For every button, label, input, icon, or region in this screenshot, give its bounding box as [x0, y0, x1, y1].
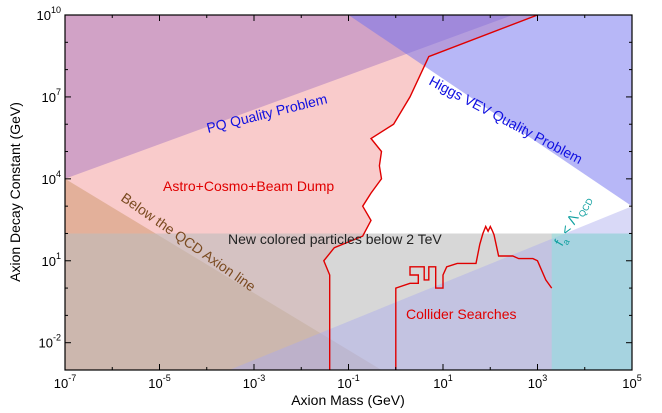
region-light-blue — [229, 206, 632, 370]
x-tick-label: 10-7 — [54, 373, 76, 391]
y-axis-title: Axion Decay Constant (GeV) — [7, 102, 23, 282]
region-pq — [65, 15, 513, 179]
regions-layer — [65, 15, 632, 370]
axes-layer: 10-7 10-5 10-3 10-1 101 103 105 10-2 101 104 107 10… — [37, 5, 642, 391]
region-higgs — [348, 15, 632, 207]
y-tick-label: 10-2 — [39, 333, 61, 351]
region-fa-lambda — [551, 233, 632, 370]
astro-boundary-line — [322, 15, 538, 370]
label-collider: Collider Searches — [406, 306, 517, 322]
x-tick-label: 105 — [622, 373, 641, 391]
x-tick-label: 103 — [528, 373, 547, 391]
y-tick-label: 104 — [42, 169, 61, 187]
region-colored — [65, 233, 632, 370]
collider-boundary-line — [395, 224, 553, 370]
y-tick-label: 107 — [42, 87, 61, 105]
x-tick-label: 10-1 — [337, 373, 359, 391]
x-axis-title: Axion Mass (GeV) — [291, 392, 405, 408]
x-tick-label: 10-3 — [243, 373, 265, 391]
label-colored: New colored particles below 2 TeV — [228, 231, 442, 247]
x-tick-label: 10-5 — [148, 373, 170, 391]
y-tick-label: 101 — [42, 251, 61, 269]
label-astro: Astro+Cosmo+Beam Dump — [163, 178, 334, 194]
y-tick-label: 1010 — [37, 5, 61, 23]
x-tick-label: 101 — [433, 373, 452, 391]
